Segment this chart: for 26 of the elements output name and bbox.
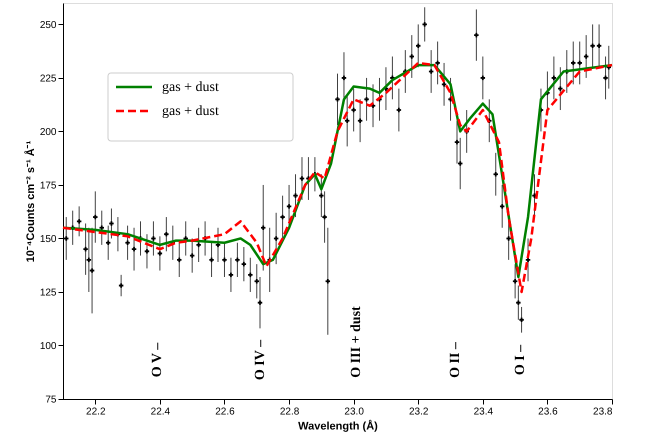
legend-label: gas + dust [162,80,220,95]
x-tick-label: 23.4 [474,406,494,418]
y-tick-label: 175 [40,180,57,192]
x-tick-label: 22.8 [280,406,300,418]
y-axis-title: 10⁻⁴Counts cm⁻² s⁻¹ Å⁻¹ [24,140,37,262]
y-tick-label: 100 [40,340,57,352]
x-tick-label: 23.8 [593,406,613,418]
x-tick-label: 23.0 [344,406,364,418]
y-tick-label: 150 [40,234,57,245]
annotation: O I – [513,344,528,376]
y-tick-label: 75 [45,394,57,406]
annotation: O II – [448,341,463,378]
legend-label: gas + dust [162,104,220,119]
y-tick-label: 125 [40,287,57,298]
x-tick-label: 23.2 [409,406,429,418]
annotation: O IV – [253,338,268,380]
annotation: O III + dust [349,306,364,378]
x-tick-label: 22.6 [215,406,236,418]
x-tick-label: 22.4 [150,406,171,418]
x-tick-label: 23.6 [538,406,558,418]
annotation: O V – [150,342,165,378]
y-tick-label: 250 [40,20,57,31]
y-tick-label: 200 [40,126,57,138]
y-tick-label: 225 [40,73,57,84]
x-tick-label: 22.2 [86,406,106,418]
x-axis-title: Wavelength (Å) [298,420,378,432]
